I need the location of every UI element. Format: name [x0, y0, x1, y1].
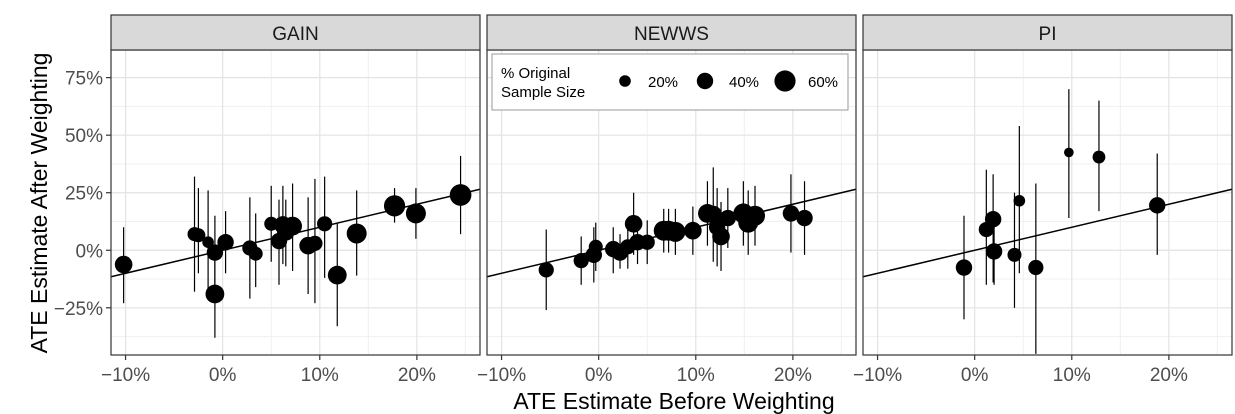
data-point: [985, 243, 1003, 260]
x-tick-label: 0%: [585, 365, 613, 386]
data-point: [639, 234, 655, 250]
data-point: [327, 265, 347, 285]
data-point: [624, 214, 643, 233]
trend-line: [862, 188, 1233, 278]
x-axis-title: ATE Estimate Before Weighting: [513, 388, 834, 414]
legend-key-point: [619, 75, 631, 87]
data-point: [538, 262, 554, 278]
data-point: [573, 253, 589, 269]
data-point: [1028, 259, 1044, 276]
y-tick-label: 0%: [76, 241, 104, 262]
x-tick-label: −10%: [853, 365, 902, 386]
x-tick-label: 20%: [774, 365, 812, 386]
data-point: [1007, 247, 1022, 262]
data-point: [1013, 194, 1026, 207]
legend-key-label: 20%: [648, 74, 678, 91]
data-point: [283, 216, 302, 236]
y-tick-label: −25%: [54, 299, 103, 320]
data-point: [1092, 150, 1106, 164]
data-point: [317, 216, 333, 232]
data-point: [704, 205, 723, 224]
data-point: [984, 210, 1002, 228]
data-point: [405, 203, 426, 224]
data-point: [346, 223, 367, 244]
x-tick-label: 10%: [677, 365, 715, 386]
x-tick-label: 0%: [209, 365, 237, 386]
data-point: [307, 235, 323, 251]
data-point: [449, 184, 472, 206]
legend: % Original Sample Size 20% 40% 60%: [491, 53, 849, 111]
data-point: [248, 246, 263, 261]
x-tick-label: 0%: [961, 365, 989, 386]
data-point: [202, 236, 214, 249]
y-tick-label: 50%: [65, 126, 103, 147]
y-tick-label: 25%: [65, 184, 103, 205]
data-point: [588, 239, 603, 254]
y-tick-label: 75%: [65, 69, 103, 90]
y-axis-title: ATE Estimate After Weighting: [26, 53, 52, 354]
legend-title-line2: Sample Size: [501, 84, 585, 101]
strip-background: [862, 14, 1233, 51]
data-point: [782, 205, 800, 222]
panel-background: [863, 50, 1232, 355]
data-point: [206, 244, 224, 261]
strip-background: [110, 14, 481, 51]
x-tick-label: −10%: [477, 365, 526, 386]
legend-key-point: [696, 72, 714, 90]
legend-title-line1: % Original: [501, 65, 570, 82]
data-point: [217, 234, 234, 251]
data-point: [796, 209, 813, 227]
data-point: [712, 227, 730, 246]
x-tick-label: 10%: [1053, 365, 1091, 386]
legend-keys: 20% 40% 60%: [619, 70, 838, 92]
x-tick-label: −10%: [101, 365, 150, 386]
x-tick-label: 20%: [1150, 365, 1188, 386]
panel-background: [111, 50, 480, 355]
legend-key-label: 40%: [729, 74, 759, 91]
data-point: [205, 284, 225, 304]
x-tick-label: 20%: [398, 365, 436, 386]
data-point: [684, 221, 702, 240]
data-point: [719, 209, 737, 227]
data-point: [665, 221, 686, 242]
data-point: [383, 195, 406, 217]
strip-label: NEWWS: [634, 24, 709, 45]
data-point: [114, 255, 133, 274]
data-point: [191, 228, 206, 243]
data-point: [745, 205, 766, 226]
legend-key-point: [774, 70, 796, 92]
data-point: [1149, 197, 1166, 214]
strip-background: [486, 14, 857, 51]
data-point: [1064, 147, 1074, 158]
panel-pi: PI −10% 0% 10% 20%: [853, 14, 1233, 386]
legend-key-label: 60%: [808, 74, 838, 91]
axis-titles: ATE Estimate Before Weighting ATE Estima…: [26, 53, 835, 414]
panel-gain: GAIN −10% 0% 10% 20% −25% 0% 25% 50% 75%: [54, 14, 481, 386]
strip-label: PI: [1039, 24, 1057, 45]
strip-label: GAIN: [272, 24, 318, 45]
x-tick-label: 10%: [301, 365, 339, 386]
data-point: [955, 259, 973, 276]
